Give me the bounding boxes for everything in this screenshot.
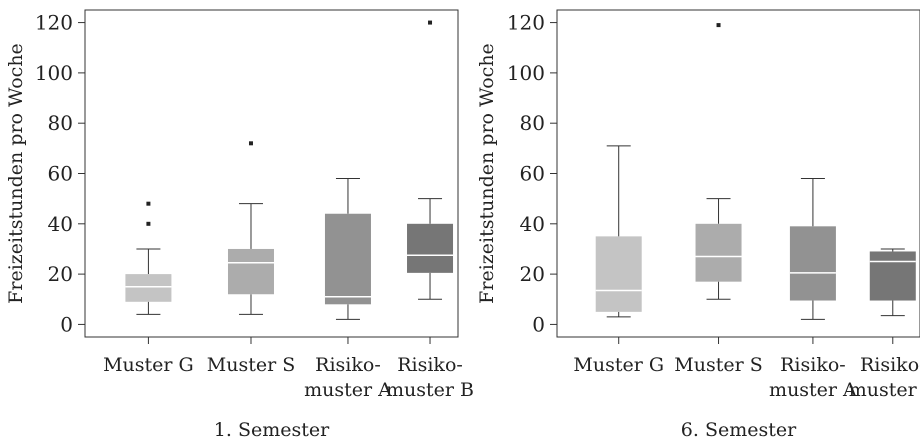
chart-panel-1: 0 20 40 60 80 100 120 Freizeitstunden pro Woche… [5, 9, 474, 441]
x-tick-label: Muster G [573, 354, 664, 376]
chart-panel-2: 0 20 40 60 80 100 120 Freizeitstunden pro Woche… [476, 9, 920, 441]
y-tick-label: 60 [520, 162, 545, 186]
box-1: Muster G [573, 145, 664, 376]
iqr-box [227, 248, 274, 295]
box-1: Muster G [103, 201, 194, 376]
iqr-box [595, 236, 642, 312]
y-tick-label: 40 [48, 212, 73, 236]
x-tick-label: Muster G [103, 354, 194, 376]
y-tick-label: 80 [48, 111, 73, 135]
box-3: Risiko-muster A [304, 178, 392, 401]
iqr-box [869, 251, 916, 301]
box-2: Muster S [207, 141, 295, 376]
x-tick-label: Risiko- [315, 354, 381, 376]
outlier-point [146, 201, 151, 206]
outlier-point [146, 221, 151, 226]
iqr-box [125, 274, 172, 302]
iqr-box [789, 226, 836, 301]
box-4: Risiko-muster B [849, 248, 920, 401]
x-tick-label: Risiko- [397, 354, 463, 376]
outlier-point [716, 23, 721, 28]
x-tick-label: Risiko- [780, 354, 846, 376]
box-3: Risiko-muster A [769, 178, 857, 401]
y-axis-title: Freizeitstunden pro Woche [5, 43, 27, 304]
y-tick-label: 40 [520, 212, 545, 236]
y-tick-label: 80 [520, 111, 545, 135]
iqr-box [407, 223, 454, 273]
x-tick-label: muster A [769, 379, 857, 401]
y-tick-label: 120 [35, 11, 73, 35]
x-tick-label: muster B [386, 379, 474, 401]
y-tick-label: 0 [60, 312, 73, 336]
x-tick-label: muster A [304, 379, 392, 401]
x-tick-label: Muster S [207, 354, 295, 376]
y-axis-title: Freizeitstunden pro Woche [476, 43, 498, 304]
y-tick-label: 20 [48, 262, 73, 286]
box-4: Risiko-muster B [386, 20, 474, 401]
y-tick-label: 60 [48, 162, 73, 186]
y-tick-label: 120 [507, 11, 545, 35]
x-axis-title: 6. Semester [681, 419, 797, 441]
y-tick-label: 0 [532, 312, 545, 336]
x-tick-label: Risiko- [860, 354, 920, 376]
y-tick-label: 20 [520, 262, 545, 286]
iqr-box [324, 213, 371, 305]
y-tick-label: 100 [35, 61, 73, 85]
outlier-point [248, 141, 253, 146]
x-axis-title: 1. Semester [214, 419, 330, 441]
y-tick-label: 100 [507, 61, 545, 85]
iqr-box [695, 223, 742, 282]
x-tick-label: muster B [849, 379, 920, 401]
x-tick-label: Muster S [674, 354, 762, 376]
box-2: Muster S [674, 23, 763, 376]
outlier-point [428, 20, 433, 25]
